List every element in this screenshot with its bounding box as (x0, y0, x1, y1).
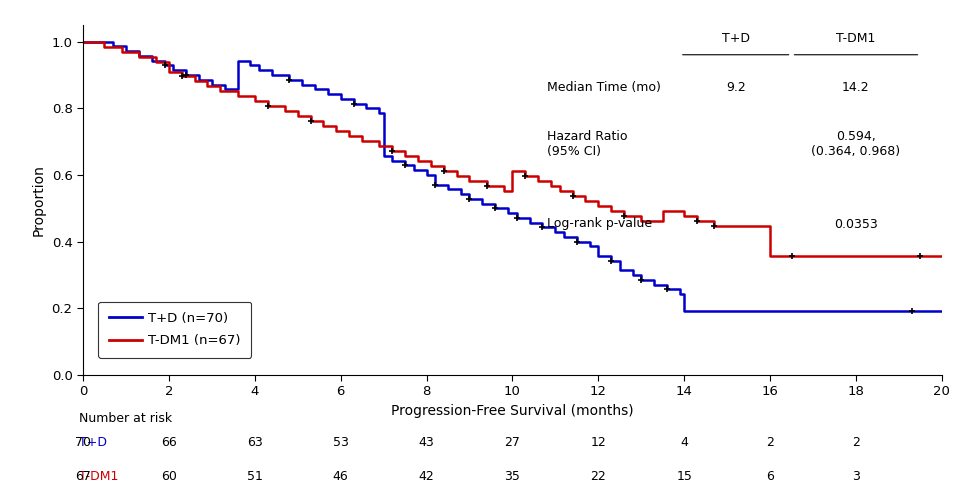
Text: 0.594,
(0.364, 0.968): 0.594, (0.364, 0.968) (811, 130, 901, 158)
Text: 66: 66 (161, 436, 177, 450)
Text: 70: 70 (75, 436, 91, 450)
Text: Log-rank p-value: Log-rank p-value (547, 218, 652, 230)
Text: 51: 51 (247, 470, 263, 484)
Text: T-DM1: T-DM1 (836, 32, 875, 45)
Legend: T+D (n=70), T-DM1 (n=67): T+D (n=70), T-DM1 (n=67) (99, 302, 252, 358)
Text: 46: 46 (333, 470, 348, 484)
Text: 3: 3 (852, 470, 860, 484)
Text: 6: 6 (766, 470, 774, 484)
Text: Hazard Ratio
(95% CI): Hazard Ratio (95% CI) (547, 130, 628, 158)
Text: 9.2: 9.2 (726, 81, 746, 94)
Text: 4: 4 (680, 436, 688, 450)
Text: 53: 53 (333, 436, 348, 450)
Text: 2: 2 (852, 436, 860, 450)
Text: 22: 22 (590, 470, 606, 484)
Text: T+D: T+D (79, 436, 106, 450)
Text: 12: 12 (590, 436, 606, 450)
Text: 0.0353: 0.0353 (834, 218, 877, 230)
Text: 2: 2 (766, 436, 774, 450)
Text: 35: 35 (505, 470, 520, 484)
Text: Median Time (mo): Median Time (mo) (547, 81, 661, 94)
Text: 15: 15 (676, 470, 692, 484)
Y-axis label: Proportion: Proportion (32, 164, 46, 236)
Text: 42: 42 (419, 470, 434, 484)
Text: 63: 63 (247, 436, 263, 450)
Text: 67: 67 (75, 470, 91, 484)
Text: 27: 27 (505, 436, 520, 450)
Text: Number at risk: Number at risk (79, 412, 172, 425)
Text: 60: 60 (161, 470, 177, 484)
Text: T-DM1: T-DM1 (79, 470, 118, 484)
Text: T+D: T+D (721, 32, 750, 45)
Text: 43: 43 (419, 436, 434, 450)
X-axis label: Progression-Free Survival (months): Progression-Free Survival (months) (391, 404, 633, 418)
Text: 14.2: 14.2 (842, 81, 870, 94)
